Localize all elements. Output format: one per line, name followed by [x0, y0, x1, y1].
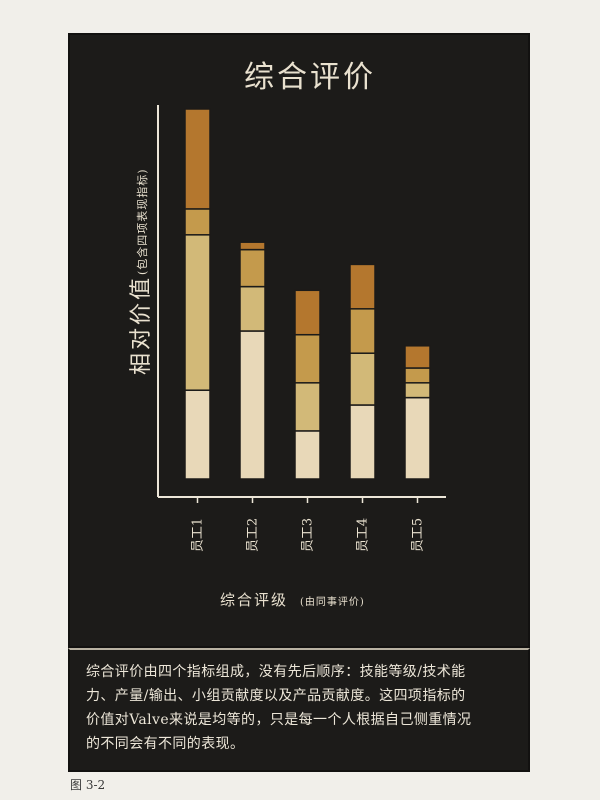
- bar-segment: [349, 352, 376, 406]
- bar-segment: [239, 241, 266, 251]
- x-tick-label: 员工3: [301, 518, 316, 552]
- x-tick-label: 员工2: [246, 518, 261, 552]
- bar-segment: [239, 285, 266, 332]
- bar-segment: [349, 263, 376, 310]
- y-axis-label-note: (包含四项表现指标): [135, 168, 149, 275]
- bar-segment: [294, 430, 321, 480]
- x-ticks-group: 员工1 员工2 员工3 员工4 员工5: [191, 497, 426, 552]
- bar-segment: [294, 333, 321, 384]
- bar-segment: [404, 396, 431, 480]
- bar-segment: [404, 367, 431, 384]
- bar-segment: [349, 308, 376, 354]
- x-axis-label-note: (由同事评价): [300, 595, 365, 608]
- caption-line: 价值对Valve来说是均等的，只是每一个人根据自己侧重情况: [86, 712, 472, 728]
- bar-segment: [294, 382, 321, 432]
- y-axis-label-group: 相对价值 (包含四项表现指标): [129, 168, 154, 375]
- bar-segment: [184, 234, 211, 391]
- caption-line: 力、产量/输出、小组贡献度以及产品贡献度。这四项指标的: [86, 688, 466, 704]
- bar-segment: [404, 345, 431, 369]
- caption-line: 的不同会有不同的表现。: [86, 736, 245, 752]
- bar-segment: [239, 330, 266, 480]
- x-tick-label: 员工5: [411, 518, 426, 552]
- bar-segment: [349, 404, 376, 480]
- bar-segment: [404, 382, 431, 399]
- x-tick-label: 员工1: [191, 518, 206, 552]
- chart-svg: 综合评价 相对价值 (包含四项表现指标) 员工1 员工2 员工3 员工4 员工5 综合评…: [129, 60, 446, 609]
- x-tick-label: 员工4: [356, 518, 371, 552]
- bar-segment: [184, 208, 211, 236]
- y-axis-label: 相对价值: [129, 275, 154, 375]
- bar-segment: [239, 248, 266, 288]
- chart-title: 综合评价: [244, 60, 376, 95]
- bar-segment: [184, 108, 211, 210]
- x-axis-label: 综合评级: [220, 591, 288, 609]
- bar-segment: [294, 289, 321, 336]
- chart-panel: 综合评价 相对价值 (包含四项表现指标) 员工1 员工2 员工3 员工4 员工5 综合评…: [68, 33, 530, 648]
- bar-segment: [184, 389, 211, 480]
- figure-label: 图 3-2: [70, 778, 106, 792]
- caption-box: 综合评价由四个指标组成，没有先后顺序：技能等级/技术能 力、产量/输出、小组贡献…: [68, 648, 530, 772]
- bars-group: [184, 108, 431, 480]
- caption-line: 综合评价由四个指标组成，没有先后顺序：技能等级/技术能: [86, 664, 466, 680]
